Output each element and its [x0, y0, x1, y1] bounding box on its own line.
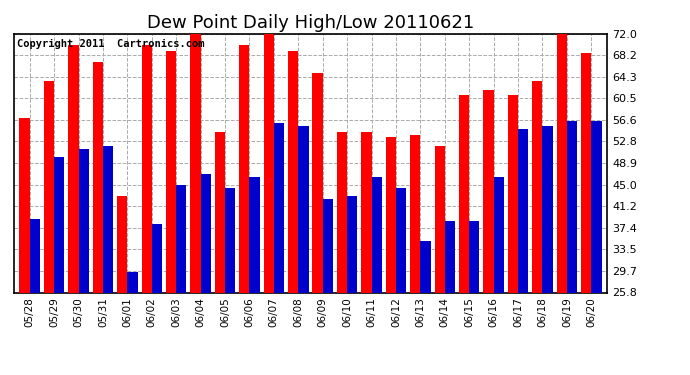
Bar	[68, 45, 79, 292]
Bar	[371, 177, 382, 292]
Bar	[313, 73, 323, 292]
Bar	[176, 185, 186, 292]
Bar	[445, 221, 455, 292]
Bar	[264, 28, 274, 292]
Bar	[298, 126, 308, 292]
Bar	[386, 137, 396, 292]
Bar	[288, 51, 298, 292]
Bar	[396, 188, 406, 292]
Bar	[215, 132, 225, 292]
Text: Copyright 2011  Cartronics.com: Copyright 2011 Cartronics.com	[17, 39, 204, 49]
Bar	[250, 177, 259, 292]
Bar	[190, 31, 201, 292]
Bar	[225, 188, 235, 292]
Bar	[337, 132, 347, 292]
Bar	[508, 95, 518, 292]
Bar	[239, 45, 250, 292]
Bar	[557, 34, 567, 292]
Bar	[591, 120, 602, 292]
Bar	[469, 221, 480, 292]
Bar	[362, 132, 371, 292]
Bar	[484, 90, 493, 292]
Bar	[30, 219, 40, 292]
Bar	[518, 129, 529, 292]
Bar	[79, 148, 89, 292]
Bar	[323, 199, 333, 292]
Bar	[201, 174, 211, 292]
Bar	[420, 241, 431, 292]
Bar	[141, 45, 152, 292]
Bar	[128, 272, 137, 292]
Bar	[44, 81, 54, 292]
Bar	[493, 177, 504, 292]
Bar	[274, 123, 284, 292]
Bar	[166, 51, 176, 292]
Bar	[19, 118, 30, 292]
Bar	[581, 53, 591, 292]
Bar	[152, 224, 162, 292]
Bar	[532, 81, 542, 292]
Bar	[117, 196, 128, 292]
Bar	[410, 135, 420, 292]
Bar	[567, 120, 577, 292]
Bar	[103, 146, 113, 292]
Bar	[542, 126, 553, 292]
Bar	[435, 146, 445, 292]
Bar	[54, 157, 64, 292]
Bar	[347, 196, 357, 292]
Bar	[92, 62, 103, 292]
Title: Dew Point Daily High/Low 20110621: Dew Point Daily High/Low 20110621	[147, 14, 474, 32]
Bar	[459, 95, 469, 292]
